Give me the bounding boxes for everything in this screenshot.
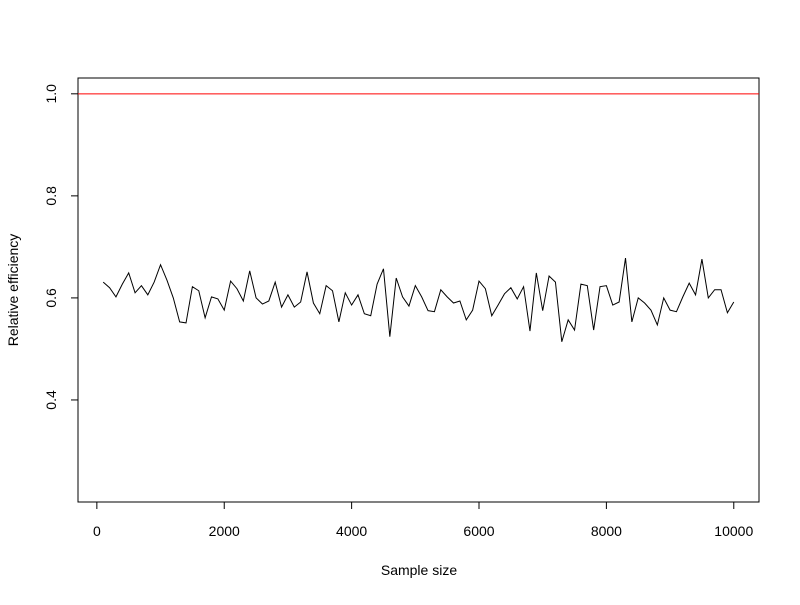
x-tick-label: 8000: [591, 523, 622, 539]
x-tick-label: 2000: [209, 523, 240, 539]
x-tick-label: 4000: [336, 523, 367, 539]
data-line: [102, 258, 735, 342]
y-axis-label: Relative efficiency: [5, 234, 21, 347]
y-tick-label: 0.4: [43, 390, 59, 410]
plot-box: [77, 77, 760, 503]
x-tick-label: 6000: [463, 523, 494, 539]
y-tick-label: 0.6: [43, 288, 59, 308]
x-tick-label: 10000: [714, 523, 753, 539]
y-tick-label: 0.8: [43, 186, 59, 206]
x-tick-label: 0: [93, 523, 101, 539]
x-axis-label: Sample size: [381, 562, 457, 578]
y-tick-label: 1.0: [43, 84, 59, 104]
